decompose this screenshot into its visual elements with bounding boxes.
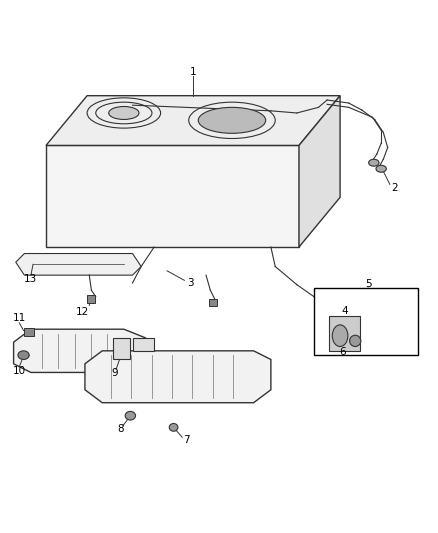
Ellipse shape [125, 411, 135, 420]
Bar [314, 288, 418, 355]
Polygon shape [85, 351, 271, 403]
Ellipse shape [350, 335, 361, 346]
Text: 10: 10 [13, 366, 26, 376]
Text: 12: 12 [76, 307, 89, 317]
Polygon shape [16, 254, 141, 275]
Polygon shape [113, 338, 131, 359]
Polygon shape [14, 329, 145, 373]
Ellipse shape [169, 424, 178, 431]
Text: 4: 4 [341, 306, 348, 316]
Bar [24, 328, 34, 336]
Text: 11: 11 [13, 313, 26, 324]
Text: 9: 9 [111, 368, 118, 378]
Text: 6: 6 [339, 347, 346, 357]
Polygon shape [133, 338, 154, 351]
Text: 13: 13 [24, 273, 38, 284]
Text: 3: 3 [187, 278, 194, 288]
Polygon shape [46, 96, 340, 146]
Bar [87, 295, 95, 303]
Bar [209, 298, 217, 306]
Text: 7: 7 [183, 435, 190, 446]
Polygon shape [299, 96, 340, 247]
Text: 1: 1 [190, 67, 196, 77]
Ellipse shape [109, 107, 139, 119]
Ellipse shape [18, 351, 29, 359]
Polygon shape [329, 316, 360, 351]
Text: 5: 5 [365, 279, 371, 289]
Ellipse shape [332, 325, 348, 346]
Text: 2: 2 [391, 183, 398, 193]
Ellipse shape [376, 165, 386, 172]
Ellipse shape [198, 107, 266, 133]
Polygon shape [46, 146, 299, 247]
Ellipse shape [369, 159, 379, 166]
Text: 8: 8 [117, 424, 124, 434]
